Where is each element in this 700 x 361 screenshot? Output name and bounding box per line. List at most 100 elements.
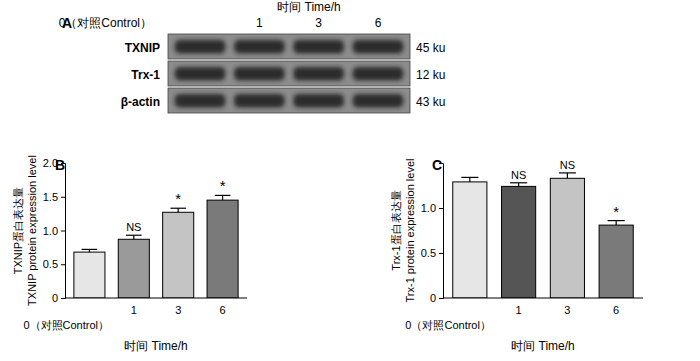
y-axis: 0 0.5 1.0: [421, 164, 444, 305]
y-axis: 00.51.01.52.0: [43, 157, 66, 304]
y-tick-label: 0.5: [43, 258, 58, 270]
error-cap: [461, 177, 478, 178]
error-bar: [170, 208, 186, 212]
y-axis-title: Trx-1蛋白表达量: [390, 190, 402, 270]
error-cap: [215, 195, 231, 196]
y-tick-mark: [61, 197, 65, 198]
bar: [453, 182, 487, 298]
blot-band: [234, 67, 285, 81]
x-tick-label: 1: [516, 304, 522, 316]
x-tick-label: 0（对照Control）: [23, 319, 109, 331]
significance-label: NS: [560, 159, 575, 171]
blot-band: [175, 40, 226, 54]
y-tick-label: 0: [430, 292, 436, 304]
error-bar: [510, 183, 527, 187]
bar: [118, 239, 149, 298]
blot-panel: A时间 Time/h0（对照Control）136TXNIP45 kuTrx-1…: [59, 0, 446, 113]
error-bar: [82, 249, 98, 252]
error-whisker: [567, 173, 568, 178]
significance-label: NS: [126, 221, 141, 233]
x-tick-label: 3: [175, 304, 181, 316]
significance-label: *: [175, 190, 181, 207]
y-tick: 0.5: [43, 258, 65, 270]
y-tick: 1.5: [43, 191, 65, 203]
y-tick: 0: [52, 292, 65, 304]
size-label: 45 ku: [416, 41, 445, 55]
blot-band: [175, 94, 226, 108]
x-tick: 3: [175, 298, 181, 316]
panel-title: C: [432, 157, 442, 173]
lane-label: 3: [315, 16, 322, 30]
x-tick: 6: [220, 298, 226, 316]
error-cap: [510, 182, 527, 183]
lane-label: 1: [256, 16, 263, 30]
x-tick: 3: [564, 298, 570, 316]
bar: [599, 225, 633, 298]
error-bar: [608, 221, 625, 226]
error-bar: [215, 195, 231, 200]
x-axis: 0（对照Control） 1 3 6: [23, 298, 247, 331]
blot-band: [293, 40, 344, 54]
error-whisker: [222, 195, 223, 200]
y-axis-title: TXNIP protein expression level: [26, 155, 38, 306]
y-tick-label: 1.5: [43, 191, 58, 203]
x-axis-title: 时间 Time/h: [124, 339, 188, 353]
y-axis-line: [439, 164, 444, 299]
blot-band: [234, 40, 285, 54]
error-bar: [126, 235, 142, 239]
plot-area: [453, 173, 633, 298]
x-tick: 0（对照Control）: [405, 298, 491, 331]
x-tick: 1: [131, 298, 137, 316]
lane-label: 6: [375, 16, 382, 30]
x-tick-label: 6: [220, 304, 226, 316]
x-tick-label: 1: [131, 304, 137, 316]
significance-label: *: [613, 203, 619, 220]
blot-band: [175, 67, 226, 81]
bar: [502, 186, 536, 298]
lane-label: 0（对照Control）: [59, 16, 152, 30]
error-cap: [559, 172, 576, 173]
x-axis-title: 时间 Time/h: [277, 0, 341, 14]
bar-panel: NS**00.51.01.52.00（对照Control）136时间 Time/…: [12, 155, 247, 353]
y-axis-line: [61, 164, 66, 299]
x-axis-title: 时间 Time/h: [511, 339, 575, 353]
y-tick-mark: [439, 253, 443, 254]
bar: [550, 178, 584, 298]
y-tick: 0: [430, 292, 443, 304]
size-label: 12 ku: [416, 68, 445, 82]
y-tick-label: 1.0: [43, 225, 58, 237]
error-whisker: [133, 235, 134, 239]
x-tick-label: 3: [564, 304, 570, 316]
bar: [74, 252, 105, 298]
bar: [207, 200, 238, 298]
blot-strip: [168, 88, 410, 113]
y-tick: 1.0: [421, 202, 443, 214]
error-cap: [126, 235, 142, 236]
blot-band: [293, 67, 344, 81]
blot-band: [353, 67, 404, 81]
y-axis-title: Trx-1 protein expression level: [404, 159, 416, 303]
error-whisker: [178, 208, 179, 212]
error-bar: [559, 173, 576, 178]
x-axis-line: [443, 298, 643, 299]
blot-band: [234, 94, 285, 108]
x-axis-line: [65, 298, 247, 299]
y-tick-mark: [61, 298, 65, 299]
x-tick: 6: [613, 298, 619, 316]
blot-strip: [168, 34, 410, 59]
y-axis-title: TXNIP蛋白表达量: [12, 187, 24, 274]
x-tick-label: 6: [613, 304, 619, 316]
error-cap: [608, 220, 625, 221]
y-tick-label: 0: [52, 292, 58, 304]
error-cap: [170, 208, 186, 209]
panel-title: B: [55, 157, 65, 173]
bar-panel: NSNS*00.51.00（对照Control）136时间 Time/hTrx-…: [390, 157, 643, 353]
y-tick: 0.5: [421, 247, 443, 259]
figure: A时间 Time/h0（对照Control）136TXNIP45 kuTrx-1…: [0, 0, 700, 361]
x-axis: 0（对照Control） 1 3 6: [405, 298, 643, 331]
blot-band: [293, 94, 344, 108]
size-label: 43 ku: [416, 95, 445, 109]
bar: [163, 212, 194, 298]
y-tick-label: 0.5: [421, 247, 436, 259]
y-tick-mark: [61, 231, 65, 232]
